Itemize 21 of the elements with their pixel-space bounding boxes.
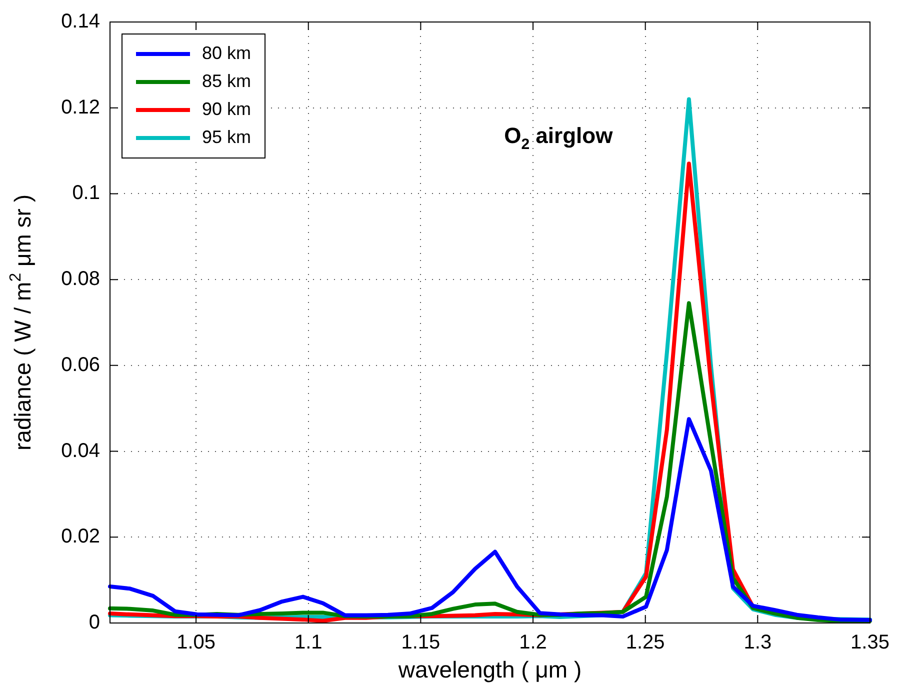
- y-tick-label: 0.14: [61, 10, 100, 33]
- legend-label: 95 km: [202, 126, 252, 147]
- y-axis-title: radiance ( W / m2 μm sr ): [7, 194, 36, 450]
- x-tick-label: 1.1: [294, 632, 322, 654]
- y-tick-label: 0.12: [61, 96, 100, 118]
- y-tick-label: 0.06: [61, 354, 100, 376]
- y-tick-label: 0.04: [61, 440, 100, 462]
- x-tick-label: 1.35: [850, 632, 890, 654]
- y-tick-label: 0.02: [61, 526, 100, 548]
- x-tick-label: 1.05: [176, 632, 216, 654]
- y-tick-label: 0: [88, 612, 100, 634]
- legend-label: 80 km: [202, 42, 252, 63]
- x-tick-label: 1.25: [626, 632, 665, 654]
- legend-label: 90 km: [202, 98, 252, 119]
- y-tick-label: 0.1: [72, 182, 100, 204]
- x-tick-label: 1.3: [744, 632, 772, 654]
- y-tick-label: 0.08: [61, 268, 100, 290]
- x-tick-label: 1.2: [519, 632, 547, 654]
- legend-label: 85 km: [202, 70, 252, 91]
- x-axis-title: wavelength ( μm ): [397, 656, 582, 682]
- x-tick-label: 1.15: [401, 632, 440, 654]
